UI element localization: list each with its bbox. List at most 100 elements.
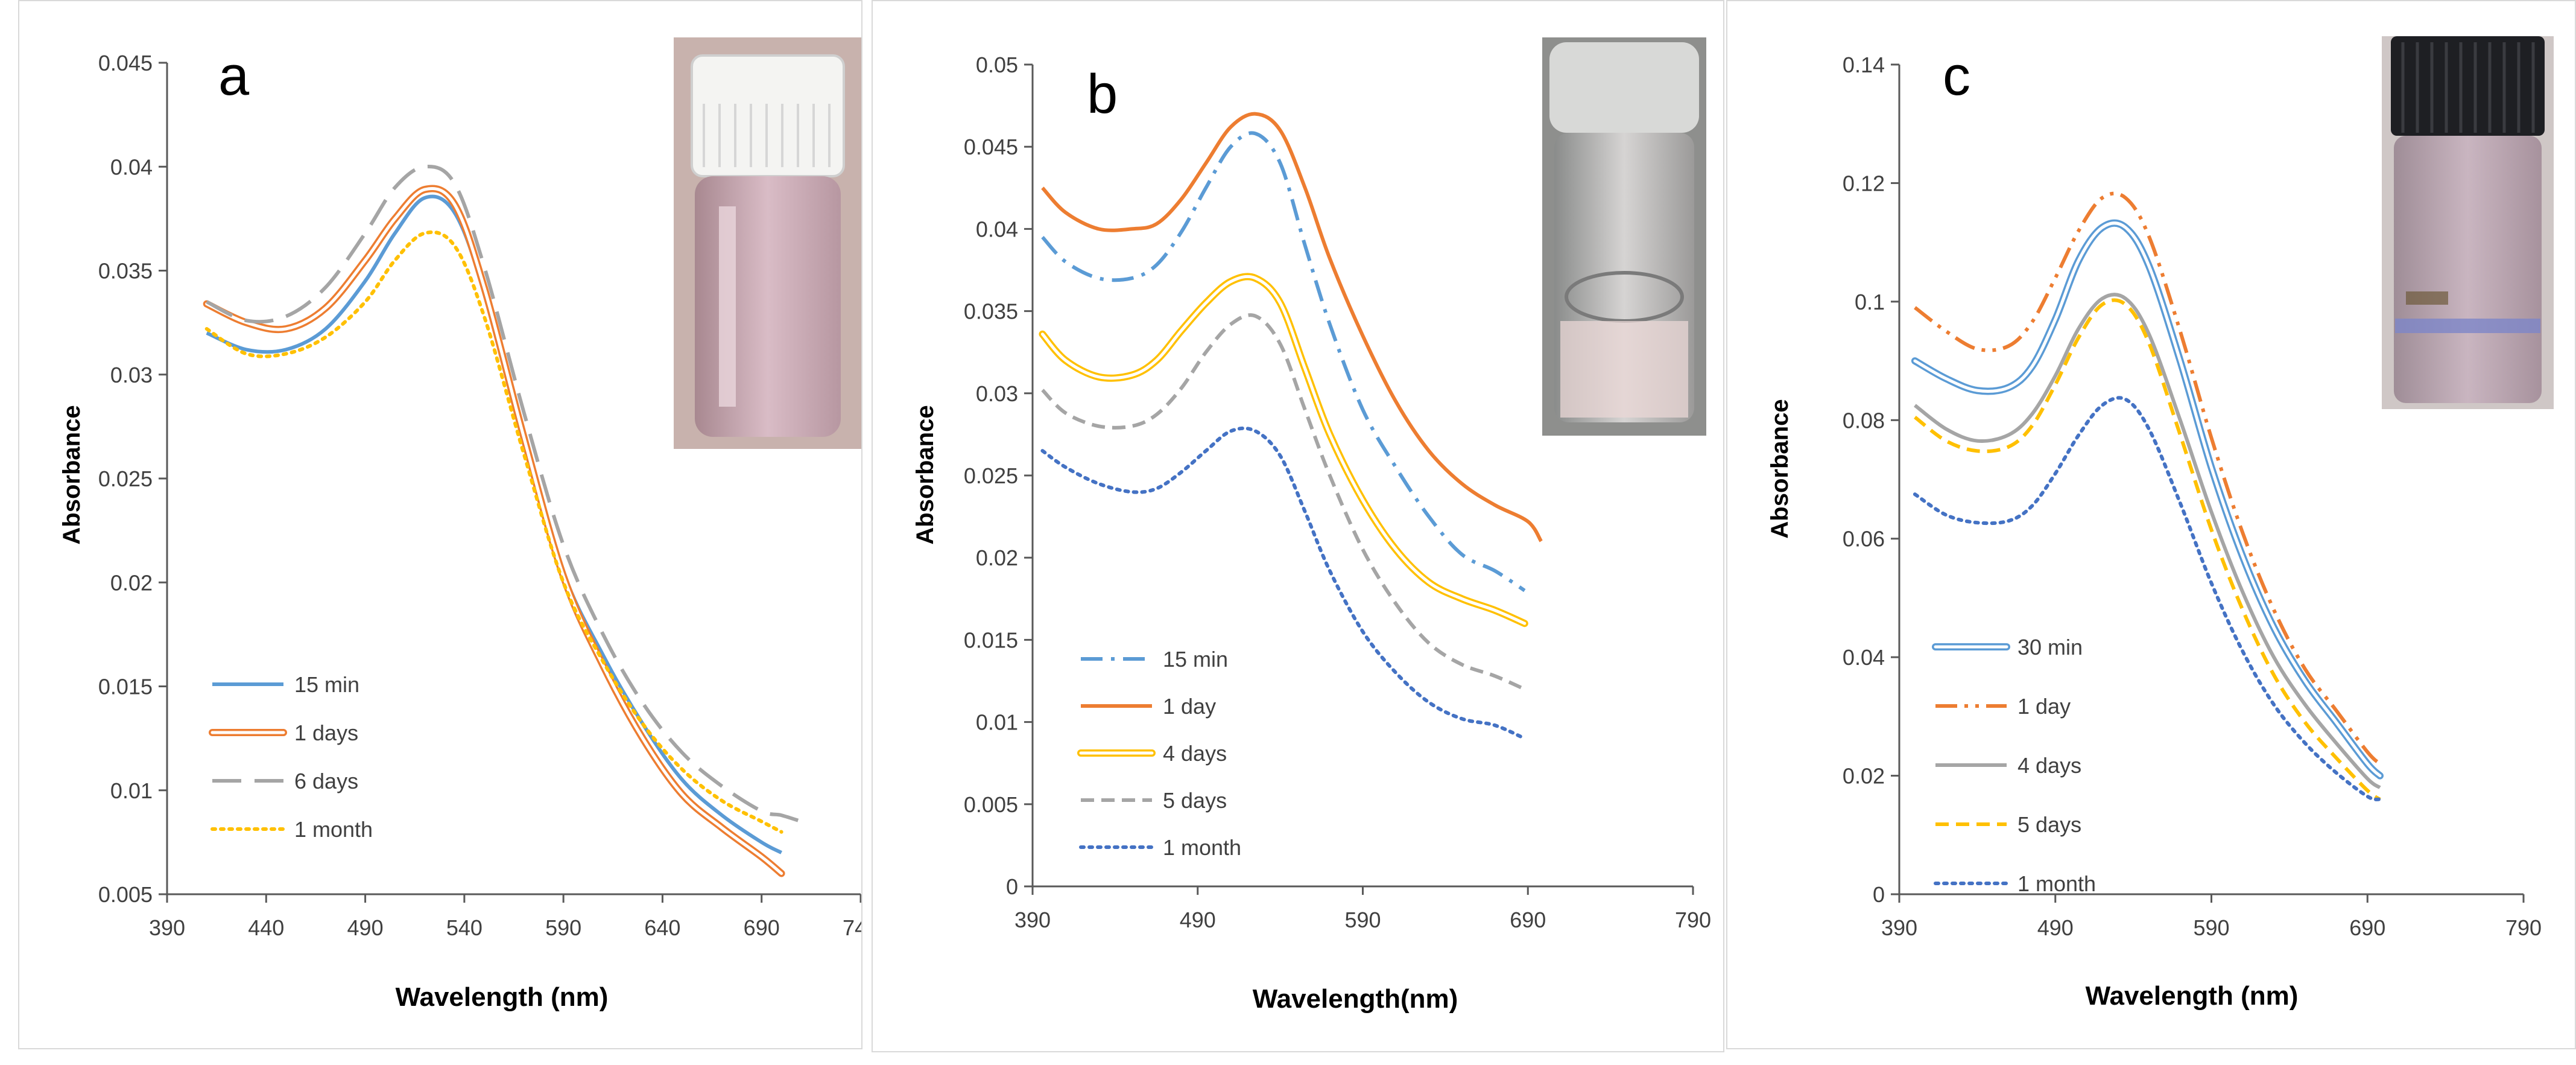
- y-tick-label: 0.05: [976, 52, 1018, 77]
- y-tick-label: 0.045: [98, 51, 153, 75]
- chart-panel-c: 0 0.02 0.04 0.06 0.08 0.1 0.12 0.14 390 490 590 690…: [1726, 0, 2576, 1049]
- y-tick-label: 0.14: [1843, 52, 1885, 77]
- x-tick-label: 590: [1344, 908, 1381, 932]
- y-tick-label: 0.1: [1855, 290, 1885, 314]
- y-tick-label: 0: [1873, 882, 1885, 907]
- x-tick-label: 740: [843, 915, 861, 940]
- series-line-inner: [205, 186, 783, 875]
- y-tick-label: 0.02: [110, 570, 153, 595]
- x-tick-label: 640: [644, 915, 680, 940]
- y-tick-label: 0.025: [964, 463, 1018, 488]
- x-tick-label: 790: [1675, 908, 1711, 932]
- x-tick-label: 690: [744, 915, 780, 940]
- y-tick-label: 0.015: [98, 675, 153, 699]
- sample-photo-inset: [1542, 37, 1706, 436]
- x-axis-title: Wavelength (nm): [396, 982, 609, 1012]
- series-line-30-min: [1911, 219, 2384, 780]
- panel-label: a: [218, 45, 250, 107]
- x-tick-label: 540: [446, 915, 483, 940]
- legend-label: 1 month: [2017, 871, 2096, 896]
- legend: 30 min 1 day 4 days 5 days 1 month: [1932, 635, 2096, 896]
- series-group: [203, 164, 802, 877]
- chart-c-svg: 0 0.02 0.04 0.06 0.08 0.1 0.12 0.14 390 490 590 690…: [1767, 36, 2554, 1011]
- legend-label: 4 days: [1163, 741, 1227, 766]
- series-line-1-month: [1913, 396, 2382, 801]
- series-line-1-month: [204, 230, 783, 834]
- sample-photo-inset: [2382, 36, 2554, 409]
- series-group: [1911, 191, 2384, 801]
- y-tick-label: 0: [1006, 874, 1018, 899]
- x-tick-label: 490: [2037, 915, 2074, 940]
- vial-cap-icon: [2391, 36, 2545, 136]
- legend-label: 5 days: [2017, 812, 2081, 837]
- y-axis-title: Absorbance: [59, 405, 85, 544]
- y-tick-label: 0.08: [1843, 408, 1885, 433]
- legend: 15 min 1 days 6 days 1 month: [209, 672, 373, 842]
- vial-body-icon: [695, 176, 841, 437]
- legend-label: 15 min: [294, 672, 359, 697]
- x-axis-title: Wavelength (nm): [2086, 981, 2299, 1011]
- y-tick-label: 0.035: [98, 259, 153, 284]
- legend-label: 6 days: [294, 769, 358, 793]
- chart-panel-b: 0 0.005 0.01 0.015 0.02 0.025 0.03 0.035 0.04 0.0…: [872, 0, 1724, 1052]
- chart-b-svg: 0 0.005 0.01 0.015 0.02 0.025 0.03 0.035 0.04 0.0…: [912, 37, 1711, 1014]
- y-axis-title: Absorbance: [1767, 399, 1793, 538]
- series-line-inner: [1040, 275, 1527, 625]
- legend-label: 1 day: [1163, 694, 1216, 719]
- x-tick-label: 790: [2505, 915, 2542, 940]
- legend-label: 1 days: [294, 720, 358, 745]
- y-tick-label: 0.005: [964, 792, 1018, 817]
- x-tick-label: 590: [2193, 915, 2229, 940]
- series-line-4-days: [1914, 293, 2381, 789]
- y-tick-label: 0.015: [964, 628, 1018, 652]
- x-tick-label: 490: [1180, 908, 1216, 932]
- y-tick-label: 0.04: [976, 217, 1018, 241]
- x-tick-label: 690: [2349, 915, 2385, 940]
- series-group: [1039, 112, 1543, 740]
- legend: 15 min 1 day 4 days 5 days 1 month: [1077, 647, 1241, 860]
- legend-label: 1 month: [294, 817, 373, 842]
- x-tick-label: 690: [1510, 908, 1546, 932]
- x-tick-label: 490: [347, 915, 384, 940]
- panel-label: b: [1087, 63, 1118, 125]
- vial-cap-icon: [1549, 42, 1699, 133]
- y-tick-label: 0.12: [1843, 171, 1885, 196]
- x-tick-label: 590: [545, 915, 581, 940]
- series-line-inner: [1913, 221, 2382, 778]
- y-tick-label: 0.04: [1843, 645, 1885, 670]
- y-axis-title: Absorbance: [912, 405, 938, 544]
- y-tick-label: 0.01: [976, 710, 1018, 735]
- series-line-5-days: [1914, 298, 2381, 801]
- series-line-15-min: [1041, 131, 1526, 593]
- x-tick-label: 440: [248, 915, 284, 940]
- y-tick-label: 0.03: [110, 363, 153, 387]
- series-line-1-month: [1040, 426, 1527, 740]
- panel-label: c: [1943, 45, 1970, 107]
- y-tick-label: 0.01: [110, 778, 153, 803]
- series-line-6-days: [206, 164, 802, 824]
- y-tick-label: 0.03: [976, 381, 1018, 406]
- x-axis-title: Wavelength(nm): [1253, 984, 1458, 1014]
- legend-label: 30 min: [2017, 635, 2083, 660]
- vial-body-icon: [2394, 136, 2542, 403]
- y-tick-label: 0.02: [1843, 764, 1885, 789]
- legend-label: 1 month: [1163, 835, 1241, 860]
- series-line-5-days: [1041, 313, 1526, 691]
- y-tick-label: 0.035: [964, 299, 1018, 324]
- chart-panel-a: 0.005 0.01 0.015 0.02 0.025 0.03 0.035 0.04 0.04…: [18, 0, 862, 1049]
- legend-label: 1 day: [2017, 694, 2071, 719]
- y-tick-label: 0.005: [98, 882, 153, 907]
- x-tick-label: 390: [1014, 908, 1051, 932]
- y-tick-label: 0.06: [1843, 527, 1885, 552]
- series-line-1-day: [1914, 191, 2382, 766]
- series-line-4-days: [1039, 273, 1528, 628]
- y-tick-label: 0.045: [964, 135, 1018, 159]
- legend-label: 15 min: [1163, 647, 1228, 672]
- x-tick-label: 390: [149, 915, 185, 940]
- x-tick-label: 390: [1881, 915, 1917, 940]
- legend-label: 5 days: [1163, 788, 1227, 813]
- chart-a-svg: 0.005 0.01 0.015 0.02 0.025 0.03 0.035 0.04 0.04…: [59, 37, 861, 1012]
- legend-label: 4 days: [2017, 753, 2081, 778]
- series-line-1-day: [1041, 112, 1543, 542]
- sample-photo-inset: [674, 37, 861, 449]
